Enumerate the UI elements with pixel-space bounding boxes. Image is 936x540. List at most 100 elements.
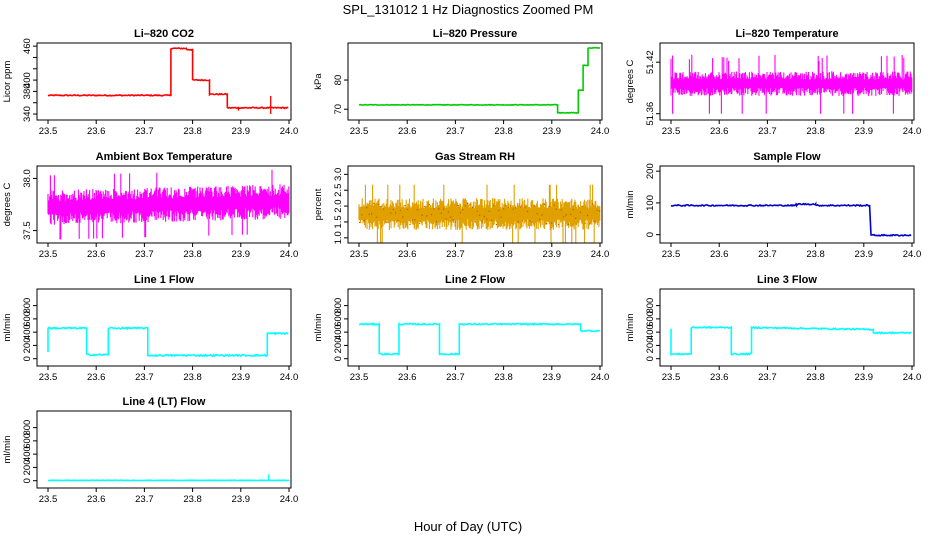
y-axis: 70 80 — [333, 75, 348, 115]
x-tick-label: 23.6 — [87, 249, 106, 260]
x-tick-label: 23.9 — [543, 126, 562, 137]
x-axis: 23.5 23.6 23.7 23.8 23.9 24.0 — [39, 243, 299, 260]
y-tick-label: 80 — [333, 75, 344, 86]
x-tick-label: 23.8 — [806, 372, 825, 383]
y-axis-label: degrees C — [2, 182, 13, 226]
x-axis: 23.5 23.6 23.7 23.8 23.9 24.0 — [662, 120, 922, 137]
x-tick-label: 23.8 — [183, 249, 202, 260]
y-tick-label: 460 — [22, 38, 33, 54]
x-tick-label: 23.7 — [135, 372, 154, 383]
x-tick-label: 24.0 — [280, 126, 299, 137]
y-axis: 0 100 200 — [645, 163, 660, 237]
series-line — [47, 47, 289, 110]
y-tick-label: 600 — [333, 311, 344, 327]
panel-6: Line 1 Flow 23.5 23.6 23.7 23.8 23.9 24.0 0 2004… — [2, 274, 298, 383]
y-tick-label: 38.0 — [22, 169, 33, 188]
panel-title: Li–820 Temperature — [735, 28, 838, 40]
y-axis-label: Licor ppm — [2, 61, 13, 103]
x-tick-label: 23.7 — [135, 494, 154, 505]
y-axis: 51.36 51.42 — [645, 50, 660, 126]
x-tick-label: 23.8 — [806, 249, 825, 260]
y-tick-label: 800 — [645, 298, 656, 314]
x-tick-label: 23.5 — [662, 372, 681, 383]
plot-frame — [36, 410, 292, 489]
x-tick-label: 24.0 — [903, 249, 922, 260]
y-tick-label: 400 — [645, 324, 656, 340]
y-axis-label: ml/min — [2, 436, 13, 464]
y-tick-label: 1.5 — [333, 215, 344, 228]
series-marks — [47, 326, 289, 358]
series-marks — [670, 325, 912, 356]
y-axis-label: percent — [313, 188, 324, 220]
panel-1: Li–820 Pressure 23.5 23.6 23.7 23.8 23.9 24.0 7… — [313, 28, 609, 137]
x-tick-label: 23.6 — [87, 372, 106, 383]
y-tick-label: 0 — [645, 232, 656, 237]
x-tick-label: 23.9 — [232, 372, 251, 383]
x-tick-label: 23.5 — [662, 126, 681, 137]
x-axis: 23.5 23.6 23.7 23.8 23.9 24.0 — [662, 366, 922, 383]
panel-title: Line 4 (LT) Flow — [123, 396, 206, 408]
x-tick-label: 23.5 — [662, 249, 681, 260]
panel-2: Li–820 Temperature 23.5 23.6 23.7 23.8 23.9 24… — [625, 28, 921, 137]
plot-frame — [347, 42, 603, 121]
x-tick-label: 23.8 — [183, 372, 202, 383]
x-axis: 23.5 23.6 23.7 23.8 23.9 24.0 — [350, 366, 610, 383]
x-tick-label: 24.0 — [280, 249, 299, 260]
x-tick-label: 24.0 — [591, 126, 610, 137]
y-axis-label: ml/min — [2, 314, 13, 342]
series-band — [670, 54, 913, 114]
x-axis: 23.5 23.6 23.7 23.8 23.9 24.0 — [662, 243, 922, 260]
y-tick-label: 0 — [645, 356, 656, 361]
plot-frame — [36, 288, 292, 367]
y-tick-label: 3.0 — [333, 168, 344, 181]
series-marks — [47, 47, 289, 115]
series-line — [670, 325, 912, 356]
x-tick-label: 23.7 — [135, 249, 154, 260]
x-tick-label: 24.0 — [591, 372, 610, 383]
y-tick-label: 200 — [645, 337, 656, 353]
y-tick-label: 0 — [333, 356, 344, 361]
y-tick-label: 800 — [22, 298, 33, 314]
x-tick-label: 23.7 — [758, 372, 777, 383]
series-marks — [358, 184, 601, 243]
y-axis-label: ml/min — [313, 314, 324, 342]
x-tick-label: 23.5 — [350, 372, 369, 383]
x-tick-label: 23.8 — [183, 494, 202, 505]
y-axis: 37.5 38.0 — [22, 169, 37, 240]
x-axis: 23.5 23.6 23.7 23.8 23.9 24.0 — [39, 120, 299, 137]
x-axis: 23.5 23.6 23.7 23.8 23.9 24.0 — [39, 366, 298, 383]
x-axis: 23.5 23.6 23.7 23.8 23.9 24.0 — [39, 488, 298, 505]
series-marks — [47, 169, 290, 240]
y-tick-label: 51.42 — [645, 50, 656, 74]
panel-title: Sample Flow — [753, 151, 821, 163]
y-tick-label: 2.5 — [333, 184, 344, 197]
x-tick-label: 23.7 — [135, 126, 154, 137]
y-tick-label: 400 — [22, 72, 33, 88]
series-marks — [359, 321, 601, 356]
y-tick-label: 200 — [22, 459, 33, 475]
x-tick-label: 23.6 — [398, 249, 417, 260]
panel-title: Line 1 Flow — [134, 274, 194, 286]
x-tick-label: 23.9 — [543, 249, 562, 260]
series-band — [358, 184, 601, 243]
x-tick-label: 24.0 — [903, 372, 922, 383]
y-tick-label: 51.36 — [645, 102, 656, 126]
x-tick-label: 24.0 — [903, 126, 922, 137]
plot-frame — [347, 165, 603, 244]
y-tick-label: 70 — [333, 104, 344, 115]
y-tick-label: 200 — [22, 337, 33, 353]
panel-title: Line 3 Flow — [757, 274, 817, 286]
y-axis-label: degrees C — [625, 59, 636, 103]
x-tick-label: 23.5 — [39, 372, 58, 383]
x-tick-label: 23.7 — [446, 126, 465, 137]
panel-4: Gas Stream RH 23.5 23.6 23.7 23.8 23.9 24.0 1.0… — [313, 151, 609, 260]
x-tick-label: 23.9 — [855, 372, 874, 383]
plot-frame — [347, 288, 603, 367]
x-tick-label: 23.9 — [232, 249, 251, 260]
y-tick-label: 0 — [22, 478, 33, 483]
